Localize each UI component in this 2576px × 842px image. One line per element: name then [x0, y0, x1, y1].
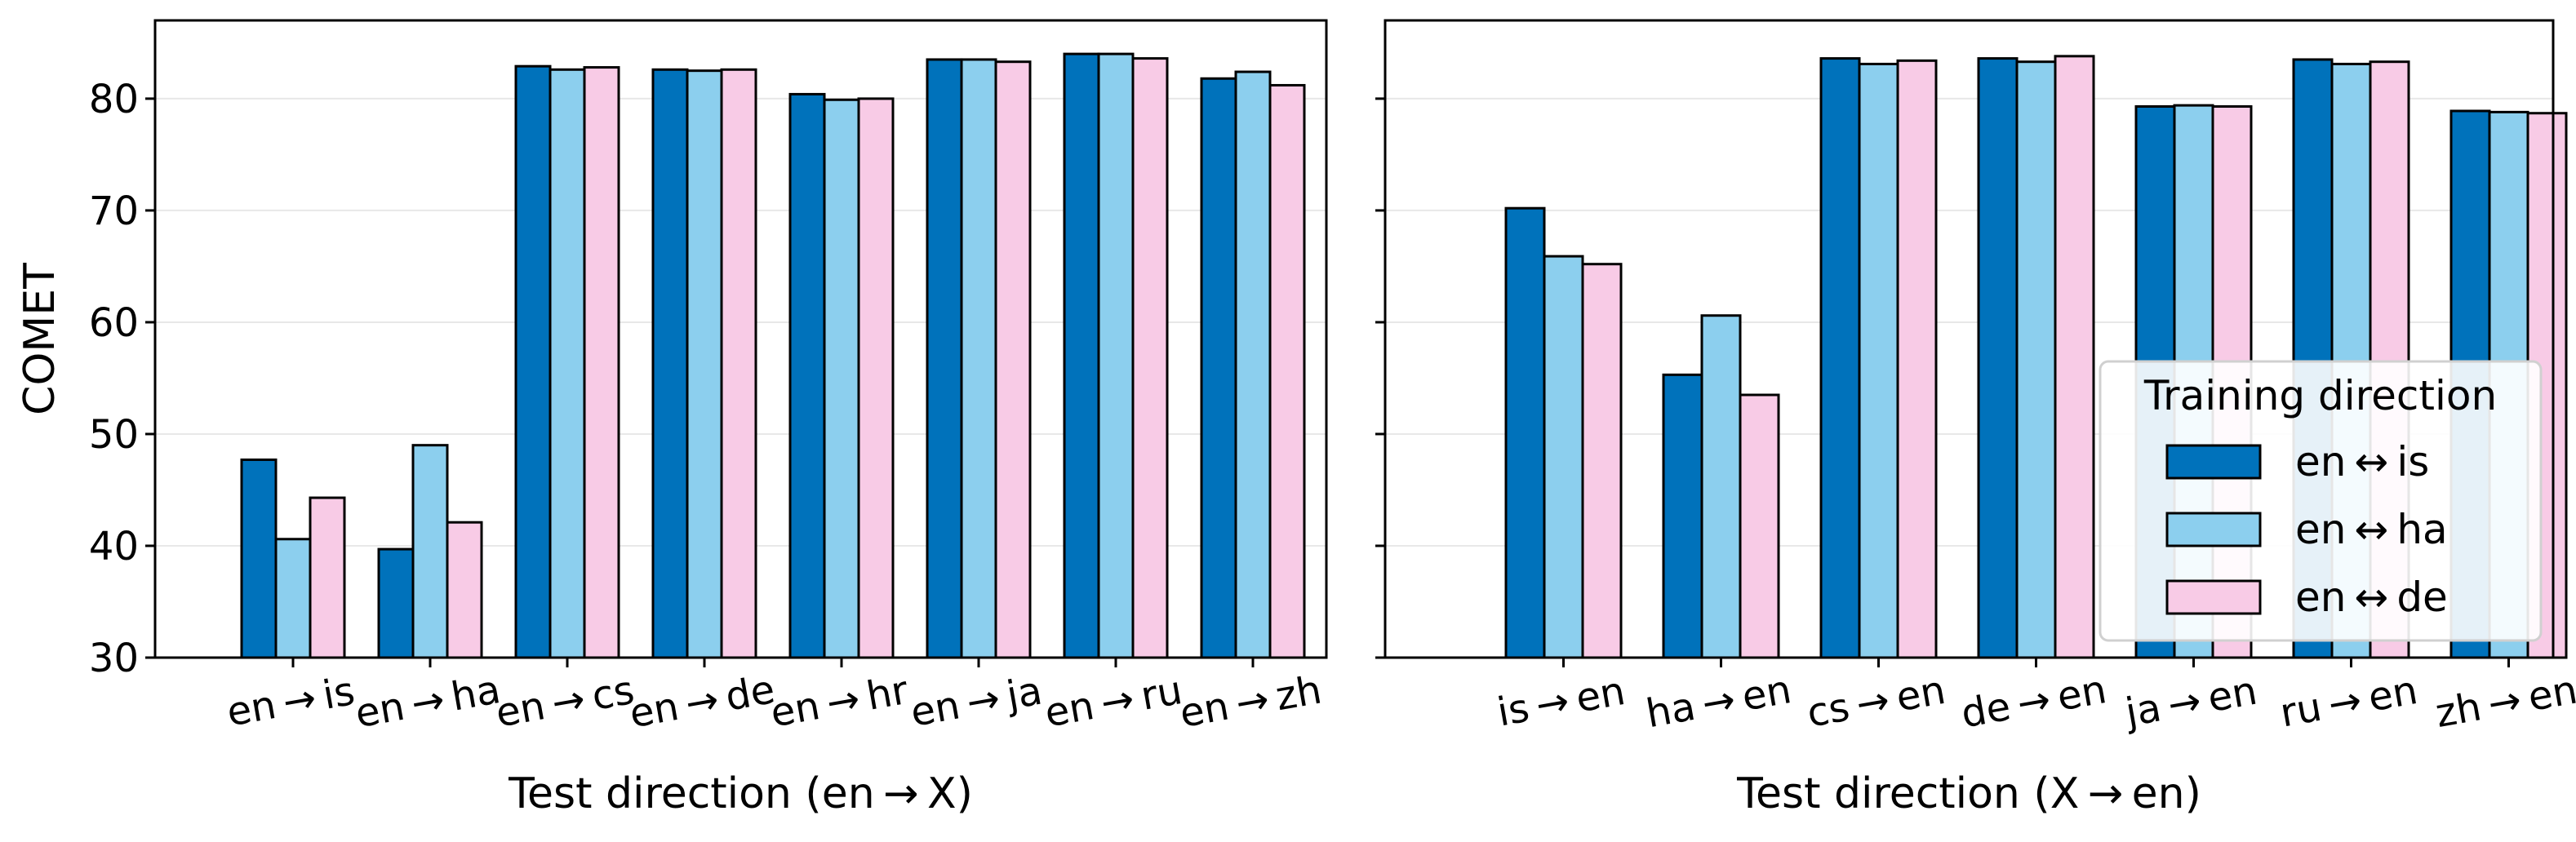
x-tick-label: ha → en [1643, 667, 1795, 737]
y-axis-title: COMET [16, 263, 64, 415]
bar [550, 69, 584, 658]
y-tick-label: 50 [89, 412, 139, 458]
bar [927, 60, 962, 658]
bar [962, 60, 996, 658]
y-tick-label: 40 [89, 524, 139, 569]
x-tick-label: en → ru [1042, 667, 1186, 737]
x-tick-label: zh → en [2432, 667, 2576, 737]
legend-swatch [2167, 581, 2260, 614]
bar [824, 100, 859, 658]
y-tick-label: 70 [89, 188, 139, 234]
bar [242, 459, 276, 658]
x-tick-label: en → hr [767, 667, 912, 737]
legend-swatch [2167, 445, 2260, 478]
x-tick-label: cs → en [1804, 667, 1949, 737]
bar [1979, 59, 2017, 658]
x-axis-title: Test direction (en → X) [508, 769, 973, 818]
bar [790, 94, 824, 658]
bar [1506, 208, 1544, 658]
x-tick-label: en → cs [492, 667, 637, 737]
y-tick-label: 60 [89, 300, 139, 346]
x-tick-label: en → zh [1176, 667, 1325, 737]
x-tick-label: de → en [1958, 667, 2110, 737]
bar [413, 445, 447, 658]
bar [1064, 54, 1099, 658]
bar [996, 62, 1030, 658]
bar [1663, 374, 1702, 658]
x-axis-title: Test direction (X → en) [1736, 769, 2201, 818]
bar [1821, 59, 1859, 658]
bar [1544, 256, 1583, 658]
x-tick-label: en → ha [352, 667, 504, 737]
bar [516, 66, 550, 658]
x-tick-label: is → en [1494, 668, 1628, 736]
x-tick-label: en → is [224, 668, 358, 736]
legend: Training direction en ↔ is en ↔ ha en ↔ de [2100, 361, 2541, 640]
legend-title: Training direction [2143, 372, 2497, 419]
bar [1740, 395, 1779, 658]
bar [1236, 72, 1270, 658]
x-tick-label: ja → en [2121, 668, 2260, 736]
y-tick-label: 30 [89, 636, 139, 681]
bar [379, 549, 413, 658]
bar [687, 71, 722, 658]
bar [310, 498, 344, 658]
bar [447, 522, 482, 658]
bar [276, 539, 310, 658]
bar [722, 69, 756, 658]
x-tick-label: en → de [626, 667, 778, 737]
bar [2055, 56, 2094, 658]
bar [584, 68, 619, 658]
bar [2017, 62, 2055, 658]
bar [1099, 54, 1133, 658]
bar [1270, 85, 1304, 658]
bar [859, 99, 893, 658]
x-tick-label: en → ja [908, 668, 1046, 736]
bar [1133, 59, 1167, 658]
x-tick-label: ru → en [2276, 667, 2421, 737]
y-tick-label: 80 [89, 77, 139, 122]
legend-entry-label: en ↔ is [2295, 438, 2429, 485]
legend-entry-label: en ↔ de [2295, 574, 2448, 621]
legend-swatch [2167, 513, 2260, 546]
bar [1583, 264, 1621, 658]
bar [1201, 78, 1236, 658]
legend-entry-label: en ↔ ha [2295, 506, 2448, 553]
bar [1898, 60, 1936, 658]
bar [653, 69, 687, 658]
bar [1859, 64, 1898, 658]
bar [1702, 316, 1740, 658]
